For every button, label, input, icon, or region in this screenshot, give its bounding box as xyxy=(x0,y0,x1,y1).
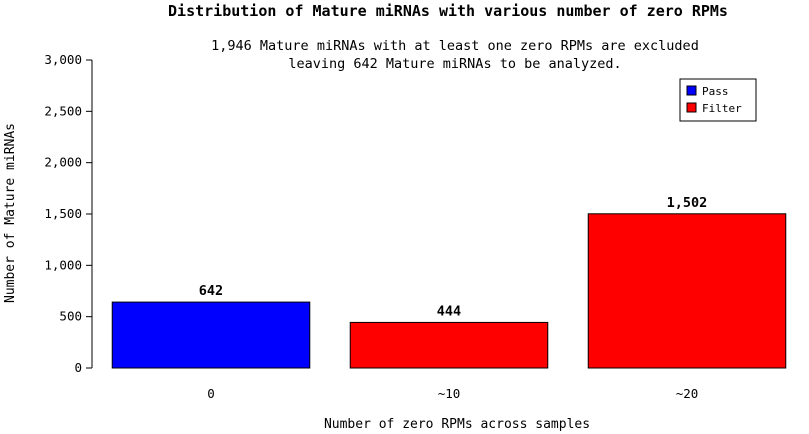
legend-box xyxy=(679,78,757,122)
bar-value-label: 444 xyxy=(437,303,461,319)
bar-value-label: 1,502 xyxy=(667,195,708,211)
legend-label: Pass xyxy=(702,85,729,98)
y-tick-label: 1,000 xyxy=(44,257,82,272)
chart-title: Distribution of Mature miRNAs with vario… xyxy=(168,2,728,20)
legend: Pass Filter xyxy=(679,78,757,122)
bars: 642 444 1,502 xyxy=(111,195,787,369)
y-tick-label: 0 xyxy=(74,360,82,375)
legend-swatch xyxy=(686,85,697,96)
chart-subtitle-line-2: leaving 642 Mature miRNAs to be analyzed… xyxy=(288,56,621,72)
chart-subtitle-line-1: 1,946 Mature miRNAs with at least one ze… xyxy=(211,38,699,54)
x-tick-label: 0 xyxy=(207,386,215,401)
y-tick-label: 500 xyxy=(59,309,82,324)
x-tick-label: ~10 xyxy=(438,386,461,401)
x-axis-label: Number of zero RPMs across samples xyxy=(324,417,590,432)
x-tick-label: ~20 xyxy=(676,386,699,401)
y-axis: 0 500 1,000 1,500 2,000 2,500 3,000 xyxy=(44,52,93,375)
x-axis: 0 ~10 ~20 xyxy=(207,386,698,401)
legend-swatch xyxy=(686,102,697,113)
legend-label: Filter xyxy=(702,102,742,115)
bar-20 xyxy=(587,213,787,369)
bar-0 xyxy=(111,301,311,369)
y-tick-label: 3,000 xyxy=(44,52,82,67)
y-axis-label: Number of Mature miRNAs xyxy=(3,123,18,303)
bar-10 xyxy=(349,321,549,369)
y-tick-label: 2,500 xyxy=(44,103,82,118)
y-tick-label: 2,000 xyxy=(44,155,82,170)
bar-value-label: 642 xyxy=(199,283,223,299)
y-tick-label: 1,500 xyxy=(44,206,82,221)
